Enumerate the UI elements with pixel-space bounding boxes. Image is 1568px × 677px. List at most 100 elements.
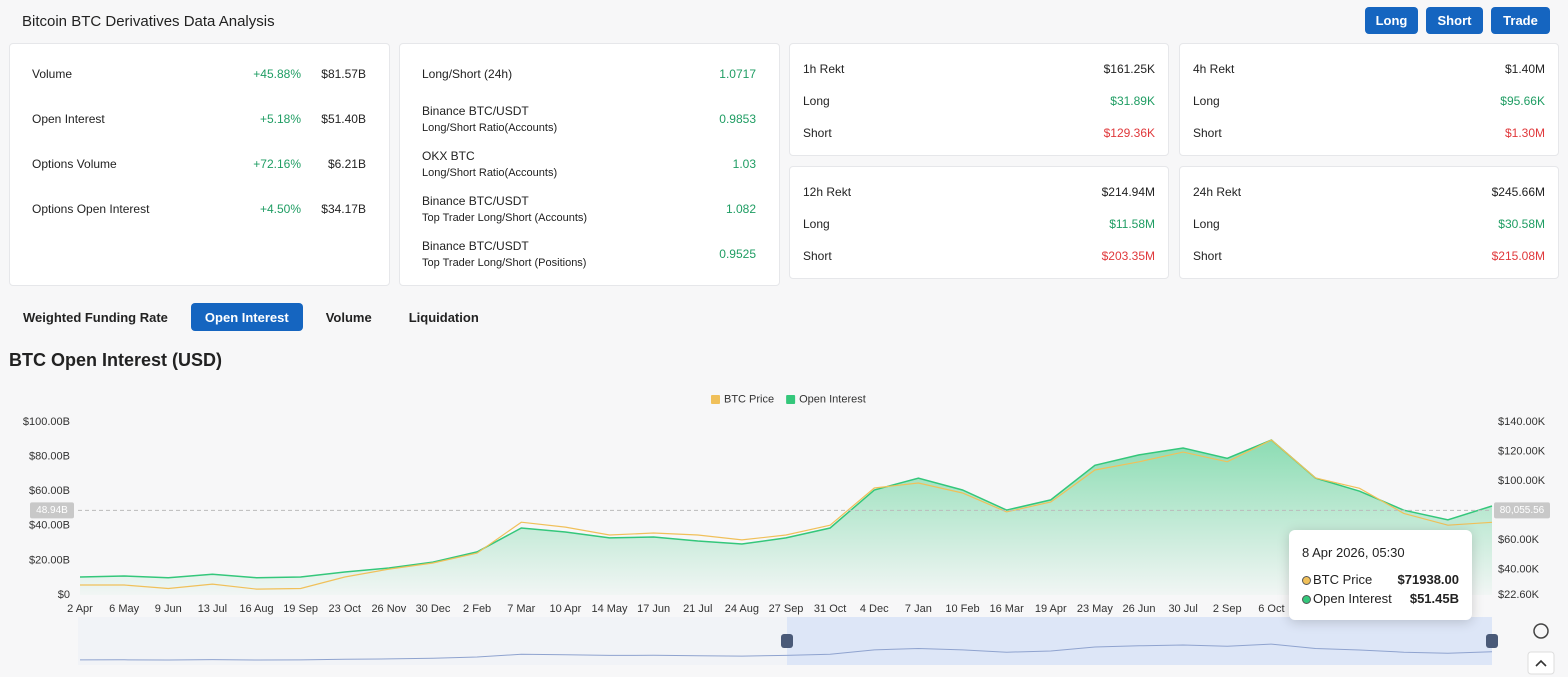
rekt-value: $95.66K	[1500, 94, 1545, 108]
x-tick-label: 16 Aug	[239, 603, 273, 615]
ratio-label: Binance BTC/USDT	[422, 194, 529, 208]
tooltip-dot	[1302, 595, 1311, 604]
ratio-label: Top Trader Long/Short (Positions)	[422, 257, 587, 269]
tooltip-name: BTC Price	[1313, 572, 1373, 587]
x-tick-label: 31 Oct	[814, 603, 846, 615]
x-tick-label: 30 Dec	[416, 603, 451, 615]
chart-title: BTC Open Interest (USD)	[9, 350, 223, 370]
rekt-label: Short	[1193, 249, 1222, 263]
metric-name: Options Open Interest	[32, 202, 150, 216]
rekt-card: 12h Rekt $214.94M Long $11.58M Short $203.35M	[789, 166, 1169, 279]
x-tick-label: 14 May	[591, 603, 628, 615]
page-title: Bitcoin BTC Derivatives Data Analysis	[22, 13, 275, 30]
crosshair-label: 48.94B	[36, 505, 68, 516]
y-tick-label: $80.00B	[29, 451, 70, 463]
ratio-label: Long/Short (24h)	[422, 67, 513, 81]
header-button[interactable]: Short	[1426, 7, 1483, 34]
metric-change: +4.50%	[259, 202, 301, 216]
x-tick-label: 23 Oct	[329, 603, 361, 615]
ratio-value: 1.082	[725, 202, 756, 216]
metric-change: +5.18%	[259, 112, 301, 126]
tab[interactable]: Volume	[325, 309, 372, 325]
crosshair-label: 80,055.56	[1500, 505, 1545, 516]
metric-value: $34.17B	[321, 202, 366, 216]
rekt-value: $31.89K	[1110, 94, 1155, 108]
y2-tick-label: $40.00K	[1498, 563, 1540, 575]
y-tick-label: $0	[58, 589, 70, 601]
metric-change: +45.88%	[253, 67, 301, 81]
x-tick-label: 19 Apr	[1035, 603, 1067, 615]
rekt-label: 24h Rekt	[1193, 185, 1242, 199]
y2-tick-label: $60.00K	[1498, 534, 1540, 546]
y2-tick-label: $140.00K	[1498, 416, 1546, 428]
x-tick-label: 10 Apr	[549, 603, 581, 615]
rekt-value: $11.58M	[1109, 217, 1155, 231]
rekt-value: $245.66M	[1491, 185, 1545, 199]
legend: BTC Price Open Interest	[711, 393, 866, 405]
x-tick-label: 23 May	[1077, 603, 1114, 615]
metric-name: Options Volume	[32, 157, 117, 171]
ratio-label: Top Trader Long/Short (Accounts)	[422, 212, 588, 224]
navigator-line	[79, 643, 1493, 661]
metric-name: Volume	[32, 67, 73, 81]
ratio-value: 0.9525	[719, 247, 756, 261]
x-tick-label: 6 May	[109, 603, 139, 615]
y2-tick-label: $100.00K	[1498, 475, 1546, 487]
x-tick-label: 10 Feb	[945, 603, 979, 615]
chevron-icon	[1535, 659, 1547, 667]
tooltip-dot	[1302, 576, 1311, 585]
ratio-label: Binance BTC/USDT	[422, 239, 529, 253]
rekt-value: $1.30M	[1504, 126, 1545, 140]
rekt-label: 4h Rekt	[1193, 62, 1235, 76]
rekt-label: Long	[1193, 94, 1220, 108]
ratio-value: 1.03	[732, 157, 756, 171]
scroll-top-button[interactable]	[1527, 651, 1555, 675]
ratio-label: Long/Short Ratio(Accounts)	[422, 122, 558, 134]
rekt-card: 24h Rekt $245.66M Long $30.58M Short $215.08M	[1179, 166, 1559, 279]
tooltip-name: Open Interest	[1313, 591, 1392, 606]
metric-value: $6.21B	[327, 157, 366, 171]
tab[interactable]: Liquidation	[408, 309, 479, 325]
x-tick-label: 2 Sep	[1213, 603, 1242, 615]
x-tick-label: 7 Mar	[507, 603, 535, 615]
rekt-card: 4h Rekt $1.40M Long $95.66K Short $1.30M	[1179, 43, 1559, 156]
restore-icon[interactable]	[1533, 623, 1549, 639]
x-tick-label: 27 Sep	[769, 603, 804, 615]
rekt-value: $129.36K	[1103, 126, 1155, 140]
x-tick-label: 2 Feb	[463, 603, 491, 615]
tooltip: 8 Apr 2026, 05:30 BTC Price $71938.00 Open …	[1289, 530, 1472, 620]
series-line	[80, 439, 1493, 590]
y2-tick-label: $120.00K	[1498, 445, 1546, 457]
x-tick-label: 2 Apr	[67, 603, 93, 615]
x-tick-label: 17 Jun	[637, 603, 670, 615]
legend-label: Open Interest	[799, 393, 866, 405]
metric-value: $51.40B	[321, 112, 366, 126]
x-tick-label: 30 Jul	[1168, 603, 1197, 615]
x-tick-label: 26 Nov	[371, 603, 406, 615]
header-button[interactable]: Trade	[1491, 7, 1550, 34]
x-tick-label: 21 Jul	[683, 603, 712, 615]
tooltip-title: 8 Apr 2026, 05:30	[1302, 545, 1405, 560]
x-tick-label: 13 Jul	[198, 603, 227, 615]
metric-name: Open Interest	[32, 112, 105, 126]
x-tick-label: 26 Jun	[1122, 603, 1155, 615]
x-tick-label: 6 Oct	[1258, 603, 1284, 615]
navigator-window[interactable]	[787, 617, 1492, 665]
navigator-handle[interactable]	[781, 634, 793, 648]
x-tick-label: 19 Sep	[283, 603, 318, 615]
header-button[interactable]: Long	[1365, 7, 1418, 34]
tab[interactable]: Open Interest	[190, 303, 303, 331]
area	[80, 440, 1492, 595]
rekt-value: $203.35M	[1101, 249, 1155, 263]
rekt-value: $214.94M	[1101, 185, 1155, 199]
rekt-label: Short	[803, 126, 832, 140]
ratio-label: Binance BTC/USDT	[422, 104, 529, 118]
tab[interactable]: Weighted Funding Rate	[23, 309, 168, 325]
y2-tick-label: $22.60K	[1498, 589, 1540, 601]
navigator-handle[interactable]	[1486, 634, 1498, 648]
legend-swatch	[786, 395, 796, 404]
legend-label: BTC Price	[724, 393, 774, 405]
rekt-label: Long	[803, 217, 830, 231]
metric-change: +72.16%	[253, 157, 301, 171]
